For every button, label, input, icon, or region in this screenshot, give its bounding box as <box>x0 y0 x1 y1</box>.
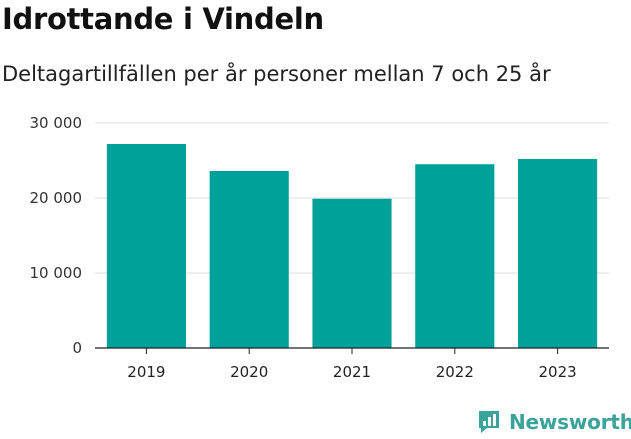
bar-2019 <box>106 144 186 348</box>
brand-name: Newsworthy <box>509 410 631 434</box>
y-tick-label: 10 000 <box>30 264 83 282</box>
chart-subtitle: Deltagartillfällen per år personer mella… <box>2 62 551 86</box>
y-tick-labels: 0 10 000 20 000 30 000 <box>30 114 83 357</box>
y-tick-label: 20 000 <box>30 189 83 207</box>
bars <box>106 144 598 348</box>
x-tick-label: 2023 <box>539 363 577 381</box>
x-tick-label: 2022 <box>436 363 474 381</box>
x-tick-labels: 2019 2020 2021 2022 2023 <box>127 348 577 381</box>
chart-title: Idrottande i Vindeln <box>2 2 324 36</box>
x-tick-label: 2019 <box>127 363 165 381</box>
bar-2023 <box>518 159 598 348</box>
bar-2020 <box>209 171 289 348</box>
brand-logo: Newsworthy <box>477 408 631 436</box>
newsworthy-logo-icon <box>479 411 499 433</box>
bar-2022 <box>415 164 495 348</box>
x-tick-label: 2020 <box>230 363 268 381</box>
y-tick-label: 30 000 <box>30 114 83 132</box>
x-tick-label: 2021 <box>333 363 371 381</box>
bar-2021 <box>312 198 392 348</box>
y-tick-label: 0 <box>72 339 82 357</box>
